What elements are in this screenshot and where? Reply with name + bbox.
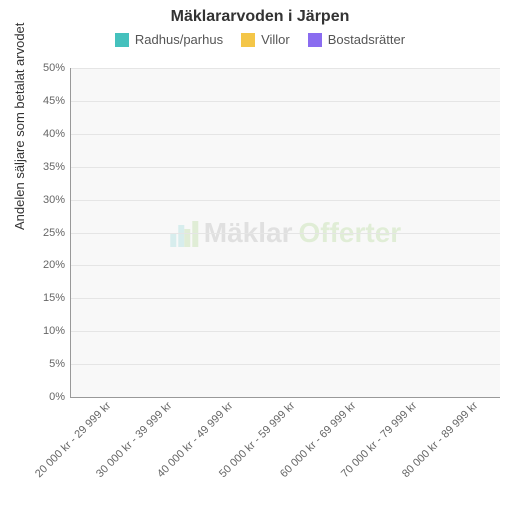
gridline (71, 298, 500, 299)
gridline (71, 167, 500, 168)
y-tick-label: 5% (49, 358, 71, 370)
y-tick-label: 45% (43, 95, 71, 107)
y-tick-label: 40% (43, 128, 71, 140)
chart-title: Mäklararvoden i Järpen (0, 0, 520, 26)
gridline (71, 200, 500, 201)
y-tick-label: 10% (43, 325, 71, 337)
y-tick-label: 0% (49, 391, 71, 403)
y-tick-label: 20% (43, 259, 71, 271)
y-tick-label: 15% (43, 292, 71, 304)
gridline (71, 233, 500, 234)
legend-swatch (241, 33, 255, 47)
legend-item: Villor (241, 32, 290, 47)
gridline (71, 134, 500, 135)
legend-item: Bostadsrätter (308, 32, 405, 47)
gridline (71, 68, 500, 69)
gridline (71, 331, 500, 332)
plot-area: MäklarOfferter 0%5%10%15%20%25%30%35%40%… (70, 68, 500, 398)
legend-label: Radhus/parhus (135, 32, 223, 47)
legend-swatch (308, 33, 322, 47)
legend-label: Bostadsrätter (328, 32, 405, 47)
chart-container: Mäklararvoden i Järpen Radhus/parhus Vill… (0, 0, 520, 520)
gridline (71, 364, 500, 365)
y-axis-label: Andelen säljare som betalat arvodet (12, 23, 27, 230)
legend: Radhus/parhus Villor Bostadsrätter (0, 32, 520, 47)
y-tick-label: 35% (43, 161, 71, 173)
gridline (71, 101, 500, 102)
y-tick-label: 30% (43, 194, 71, 206)
y-tick-label: 25% (43, 227, 71, 239)
gridline (71, 265, 500, 266)
y-tick-label: 50% (43, 62, 71, 74)
legend-label: Villor (261, 32, 290, 47)
legend-swatch (115, 33, 129, 47)
legend-item: Radhus/parhus (115, 32, 223, 47)
